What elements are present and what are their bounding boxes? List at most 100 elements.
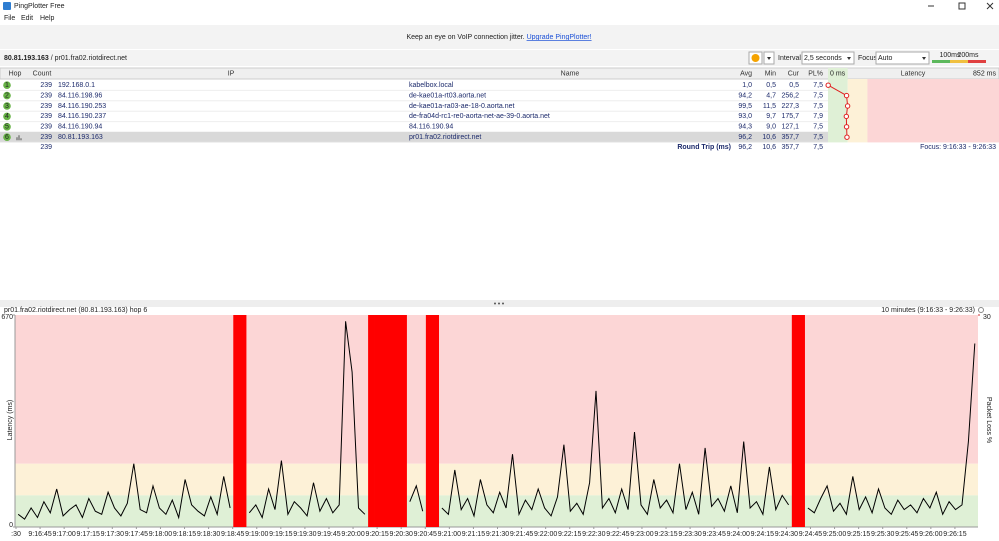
packet-loss: 7,5: [813, 134, 823, 141]
upgrade-link[interactable]: Upgrade PingPlotter!: [527, 34, 592, 41]
count: 239: [40, 103, 52, 110]
interval-select[interactable]: [801, 51, 855, 65]
x-tick-label: 9:21:30: [486, 531, 509, 538]
menu-item[interactable]: Help: [40, 15, 55, 22]
x-tick-label: 9:21:00: [438, 531, 461, 538]
focus-select[interactable]: [875, 51, 930, 65]
target-ip: 80.81.193.163: [4, 55, 49, 62]
x-tick-label: 9:19:45: [317, 531, 340, 538]
y2-axis-label: Packet Loss %: [985, 397, 992, 443]
ip: 192.168.0.1: [58, 82, 95, 89]
packet-loss-bar: [791, 315, 799, 527]
selected-row: [0, 132, 828, 143]
avg-latency-marker: [844, 103, 851, 109]
column-header[interactable]: Avg: [740, 70, 752, 77]
x-tick-label: 9:19:30: [293, 531, 316, 538]
splitter-dot: [498, 302, 500, 305]
y-axis-label: Latency (ms): [7, 400, 14, 440]
column-header[interactable]: Cur: [788, 70, 800, 77]
avg: 94,2: [738, 92, 752, 99]
hop-badge: [3, 81, 11, 89]
target-name: / pr01.fra02.riotdirect.net: [51, 55, 127, 62]
avg-latency-marker: [843, 124, 850, 130]
packet-loss-bar: [233, 315, 240, 527]
banner-text: Keep an eye on VoIP connection jitter. U…: [406, 34, 591, 41]
column-header[interactable]: IP: [228, 70, 235, 77]
select-arrow: [922, 57, 926, 60]
packet-loss-bar: [374, 315, 382, 527]
x-tick-label: 9:22:00: [534, 531, 557, 538]
name: pr01.fra02.riotdirect.net: [409, 134, 481, 141]
avg: 99,5: [738, 103, 752, 110]
x-tick-label: 9:18:45: [221, 531, 244, 538]
zone-yellow: [15, 463, 978, 496]
ip: 84.116.190.253: [58, 103, 106, 110]
x-tick-label: 9:21:45: [510, 531, 533, 538]
x-tick-label: 9:18:30: [197, 531, 220, 538]
column-header[interactable]: PL%: [808, 70, 823, 77]
legend-yellow: [950, 60, 968, 63]
settings-icon[interactable]: [978, 307, 984, 313]
packet-loss-bar: [387, 315, 395, 527]
avg-latency-marker: [825, 82, 831, 88]
name: de-kae01a-rt03.aorta.net: [409, 92, 486, 99]
cur: 175,7: [781, 113, 799, 120]
x-tick-label: 9:24:00: [727, 531, 750, 538]
min: 0,5: [766, 82, 776, 89]
hop-badge: [3, 133, 11, 141]
hop-badge: [3, 102, 11, 110]
hop-number: 6: [5, 134, 9, 141]
x-tick-label: 9:20:30: [390, 531, 413, 538]
packet-loss: 7,5: [813, 103, 823, 110]
avg: 96,2: [738, 134, 752, 141]
graph-subtitle: 10 minutes (9:16:33 - 9:26:33): [881, 307, 975, 314]
x-tick-label: 9:25:15: [847, 531, 870, 538]
min: 9,7: [766, 113, 776, 120]
splitter-dot: [502, 302, 504, 305]
title-bar: [0, 0, 999, 12]
menu-item[interactable]: Edit: [21, 15, 33, 22]
focus-label: Focus: [858, 55, 878, 62]
avg-latency-marker: [843, 113, 850, 120]
packet-loss-bar: [432, 315, 440, 527]
x-tick-label: 9:20:00: [341, 531, 364, 538]
graph-icon: [16, 135, 22, 141]
avg-latency-marker: [843, 92, 850, 99]
banner-message: Keep an eye on VoIP connection jitter.: [406, 34, 524, 41]
x-tick-label: 9:20:45: [414, 531, 437, 538]
interval-value: 2,5 seconds: [804, 55, 842, 62]
x-tick-label: 9:25:30: [871, 531, 894, 538]
x-tick-label: 9:25:45: [895, 531, 918, 538]
ip: 84.116.198.96: [58, 92, 102, 99]
legend-red: [968, 60, 986, 63]
latency-max: 852 ms: [973, 70, 996, 77]
x-tick-label: 9:20:15: [365, 531, 388, 538]
cur: 227,3: [781, 103, 799, 110]
splitter-dot: [494, 302, 496, 305]
column-header[interactable]: Hop: [9, 70, 22, 77]
column-header[interactable]: Min: [765, 70, 776, 77]
packet-loss-bar: [368, 315, 375, 527]
interval-label: Interval: [778, 55, 801, 62]
x-tick-label: 9:23:30: [678, 531, 701, 538]
x-tick-label: 9:23:15: [654, 531, 677, 538]
x-tick-label: 9:16:45: [28, 531, 51, 538]
app-icon: [3, 2, 11, 10]
hop-badge: [3, 123, 11, 131]
maximize-button[interactable]: [958, 2, 966, 10]
menu-item[interactable]: File: [4, 15, 15, 22]
name: de-kae01a-ra03-ae-18-0.aorta.net: [409, 103, 515, 110]
cur: 0,5: [789, 82, 799, 89]
latency-zone-red: [867, 79, 999, 143]
min: 9,0: [766, 124, 776, 131]
y2-tick-label: 30: [983, 314, 991, 321]
count: 239: [40, 82, 52, 89]
packet-loss-bar: [239, 315, 247, 527]
count: 239: [40, 134, 52, 141]
dropdown-arrow: [767, 57, 771, 60]
close-button[interactable]: [986, 2, 994, 10]
cur: 127,1: [781, 124, 799, 131]
column-header[interactable]: Count: [33, 70, 52, 77]
packet-loss-bar: [380, 315, 388, 527]
column-header[interactable]: Name: [561, 70, 580, 77]
